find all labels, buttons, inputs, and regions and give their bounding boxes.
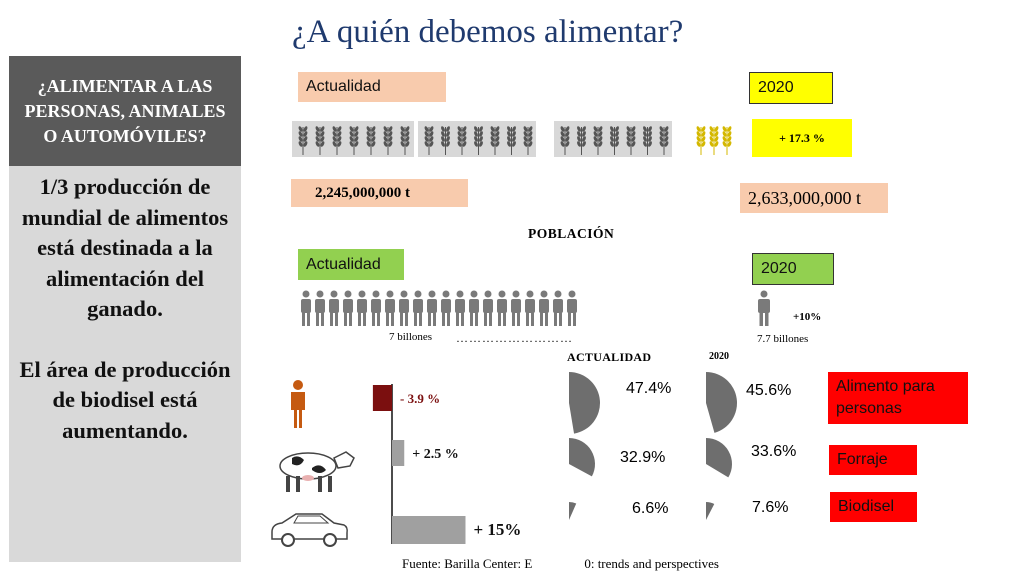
production-future-value: 2,633,000,000 t	[740, 183, 888, 213]
person-icon	[497, 290, 507, 326]
sidebar-body: 1/3 producción de mundial de alimentos e…	[9, 166, 241, 562]
person-icon	[567, 290, 577, 326]
shares-current-heading: ACTUALIDAD	[567, 350, 652, 364]
person-icon	[483, 290, 493, 326]
share-future-row-3: 7.6%	[752, 499, 789, 516]
wheat-icon	[577, 126, 586, 155]
person-icon	[441, 290, 451, 326]
wheat-icon	[722, 126, 732, 155]
category-biodiesel: Biodisel	[830, 492, 917, 522]
person-icon	[539, 290, 549, 326]
wheat-icon	[610, 126, 619, 155]
share-current-row-1: 47.4%	[626, 380, 672, 397]
person-icon	[371, 290, 381, 326]
wheat-icon	[490, 126, 500, 155]
person-icon	[385, 290, 395, 326]
population-future-label: 2020	[752, 253, 834, 285]
page-title: ¿A quién debemos alimentar?	[292, 14, 684, 50]
sidebar-paragraph-2: El área de producción de biodisel está a…	[19, 356, 231, 443]
person-icon	[291, 380, 305, 428]
person-icon	[553, 290, 563, 326]
production-current-value: 2,245,000,000 t	[291, 179, 468, 207]
share-current-row-3: 6.6%	[632, 500, 669, 517]
category-food: Alimento para personas	[828, 372, 968, 424]
wheat-icon	[383, 126, 393, 155]
person-icon	[469, 290, 479, 326]
wheat-icon	[593, 126, 603, 155]
category-forage: Forraje	[829, 445, 917, 475]
wheat-icon	[298, 126, 308, 155]
share-current-slice	[569, 502, 577, 520]
wheat-icon	[626, 126, 636, 155]
person-icon	[427, 290, 437, 326]
wheat-icon	[507, 126, 516, 155]
change-bar	[392, 440, 405, 466]
population-heading: POBLACIÓN	[528, 226, 615, 241]
person-icon	[755, 290, 773, 335]
share-current-row-2: 32.9%	[620, 449, 666, 466]
wheat-icon	[332, 126, 342, 155]
car-icon	[271, 513, 348, 547]
wheat-icon	[315, 126, 325, 155]
wheat-icon	[523, 126, 533, 155]
population-dots: ………………………	[456, 331, 573, 345]
share-pies	[560, 366, 740, 561]
person-icon	[511, 290, 521, 326]
wheat-icons	[292, 119, 852, 164]
person-icon	[399, 290, 409, 326]
wheat-icon	[560, 126, 570, 155]
wheat-icon	[366, 126, 376, 155]
production-current-label: Actualidad	[298, 72, 446, 102]
sidebar-paragraph-1: 1/3 producción de mundial de alimentos e…	[21, 174, 229, 321]
wheat-icon	[400, 126, 410, 155]
person-icon	[315, 290, 325, 326]
share-future-slice	[706, 502, 715, 520]
change-bar-label: - 3.9 %	[400, 391, 440, 406]
wheat-icon	[424, 126, 434, 155]
population-icons	[298, 290, 588, 335]
person-icon	[357, 290, 367, 326]
wheat-icon	[441, 126, 450, 155]
wheat-icon	[457, 126, 467, 155]
change-bar-label: + 15%	[474, 520, 522, 539]
share-future-slice	[706, 438, 732, 478]
share-future-slice	[706, 372, 737, 433]
wheat-icon	[696, 126, 706, 155]
wheat-icon	[643, 126, 652, 155]
wheat-icon	[659, 126, 669, 155]
wheat-icon	[709, 126, 719, 155]
wheat-icon	[349, 126, 359, 155]
share-future-row-1: 45.6%	[746, 382, 792, 399]
person-icon	[455, 290, 465, 326]
sidebar-heading: ¿ALIMENTAR A LAS PERSONAS, ANIMALES O AU…	[9, 56, 241, 166]
wheat-icon	[474, 126, 483, 155]
shares-future-heading: 2020	[709, 351, 729, 362]
change-bar	[392, 516, 466, 544]
population-growth: +10%	[793, 311, 822, 323]
population-future-count: 7.7 billones	[757, 333, 809, 345]
source-text: Fuente: Barilla Center: E 0: trends and p…	[402, 556, 719, 572]
production-growth: + 17.3 %	[752, 119, 852, 157]
person-icon	[343, 290, 353, 326]
share-current-slice	[569, 372, 600, 434]
share-future-row-2: 33.6%	[751, 443, 797, 460]
change-bar	[372, 385, 392, 411]
population-current-label: Actualidad	[298, 249, 404, 280]
person-icon	[329, 290, 339, 326]
change-bar-label: + 2.5 %	[412, 447, 458, 462]
source-end: 0: trends and perspectives	[584, 556, 719, 571]
person-icon	[301, 290, 311, 326]
person-icon	[525, 290, 535, 326]
change-bar-chart: - 3.9 % + 2.5 % + 15%	[268, 372, 568, 562]
cow-icon	[279, 451, 355, 492]
population-current-count: 7 billones	[389, 331, 433, 343]
person-icon	[413, 290, 423, 326]
source-start: Fuente: Barilla Center: E	[402, 556, 533, 571]
production-future-label: 2020	[749, 72, 833, 104]
share-current-slice	[569, 438, 595, 477]
